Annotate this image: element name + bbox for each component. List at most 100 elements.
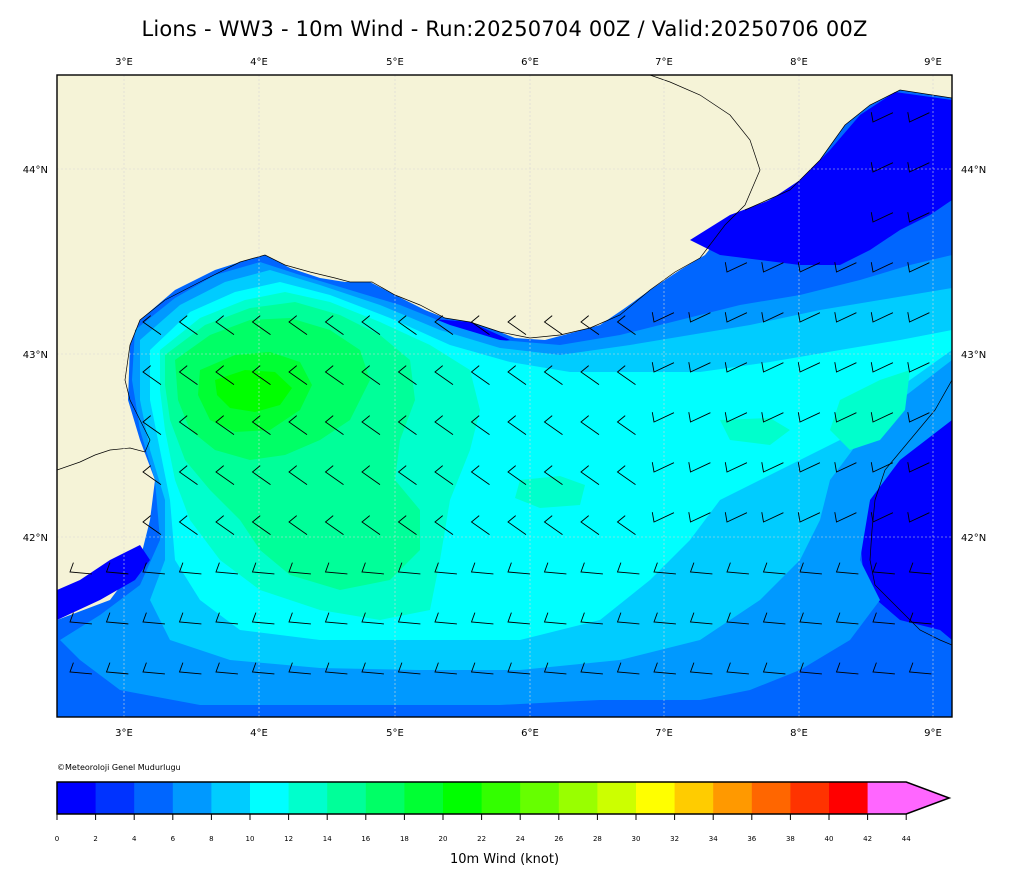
- wind-barb: [761, 262, 784, 273]
- wind-barb: [142, 515, 162, 535]
- colorbar-segment: [211, 782, 251, 814]
- wind-barb: [724, 412, 748, 423]
- wind-barb: [215, 612, 238, 625]
- coastline-france: [57, 75, 761, 471]
- wind-barb: [178, 465, 198, 485]
- wind-barb: [907, 462, 930, 473]
- map-area: [57, 75, 952, 717]
- wind-barb: [142, 415, 162, 435]
- wind-barb: [251, 515, 271, 535]
- wind-barb: [651, 512, 675, 523]
- wind-barb: [835, 562, 859, 575]
- wind-barb: [361, 365, 381, 385]
- colorbar-tick-label: 2: [93, 835, 97, 843]
- wind-barb: [142, 365, 162, 385]
- lon-labels-bottom: 3°E 4°E 5°E 6°E 7°E 8°E 9°E: [115, 728, 942, 739]
- wind-barb: [872, 612, 895, 625]
- wind-barb: [215, 415, 235, 435]
- lon-labels-top: 3°E 4°E 5°E 6°E 7°E 8°E 9°E: [115, 57, 942, 68]
- colorbar-tick-label: 18: [400, 835, 409, 843]
- wind-barb: [834, 312, 857, 323]
- wind-barb: [470, 465, 490, 485]
- colorbar-segment: [481, 782, 521, 814]
- wind-barb: [797, 362, 821, 373]
- wind-barb: [870, 462, 894, 473]
- wind-barb: [580, 515, 600, 535]
- wind-barb: [324, 562, 348, 575]
- wind-barb: [324, 515, 344, 535]
- wind-barb: [726, 662, 749, 675]
- wind-barb: [397, 662, 421, 675]
- wind-barb: [724, 312, 748, 323]
- lat-label-right: 43°N: [961, 350, 986, 361]
- wind-barb: [288, 415, 308, 435]
- wind-barb: [834, 512, 857, 523]
- wind-barb: [178, 662, 202, 675]
- wind-barb: [507, 315, 527, 335]
- wind-barb: [724, 262, 748, 273]
- colorbar-tick-label: 38: [786, 835, 795, 843]
- colorbar-tick-label: 8: [209, 835, 213, 843]
- wind-barb: [799, 562, 822, 575]
- colorbar-tick-label: 16: [361, 835, 370, 843]
- wind-barb: [434, 315, 454, 335]
- colorbar-tick-label: 44: [902, 835, 911, 843]
- wind-barb: [178, 415, 198, 435]
- colorbar-tick-label: 24: [516, 835, 525, 843]
- colorbar: [56, 781, 952, 815]
- wind-barb: [251, 662, 275, 675]
- wind-barb: [761, 512, 784, 523]
- colorbar-segment: [636, 782, 676, 814]
- colorbar-segment: [674, 782, 714, 814]
- wind-barb: [688, 462, 711, 473]
- colorbar-segment: [172, 782, 212, 814]
- colorbar-tick-label: 12: [284, 835, 293, 843]
- wind-barb: [907, 162, 930, 173]
- sea-patch-east: [830, 370, 910, 450]
- wind-barb: [797, 512, 821, 523]
- wind-barb: [689, 562, 713, 575]
- colorbar-segment: [713, 782, 753, 814]
- sea-band-00ff00: [215, 370, 292, 412]
- colorbar-outline: [56, 781, 952, 815]
- wind-barb: [324, 415, 344, 435]
- wind-barb: [215, 662, 238, 675]
- wind-barb: [580, 612, 603, 625]
- colorbar-tick-label: 42: [863, 835, 872, 843]
- wind-barb: [870, 512, 894, 523]
- wind-barb: [543, 562, 567, 575]
- lon-label-bottom: 6°E: [521, 728, 539, 739]
- wind-barb: [215, 365, 235, 385]
- wind-barb: [834, 362, 857, 373]
- wind-barb: [178, 365, 198, 385]
- wind-barb: [616, 315, 636, 335]
- lon-label-bottom: 4°E: [250, 728, 268, 739]
- wind-barb: [835, 662, 859, 675]
- map-frame: [56, 74, 953, 718]
- wind-barb: [616, 515, 636, 535]
- colorbar-segment: [597, 782, 637, 814]
- wind-barb: [724, 462, 748, 473]
- wind-barb: [142, 612, 165, 625]
- wind-barb: [105, 612, 129, 625]
- wind-barb: [178, 562, 202, 575]
- wind-barb: [470, 365, 490, 385]
- wind-barb: [397, 515, 417, 535]
- lon-label-bottom: 8°E: [790, 728, 808, 739]
- wind-barb: [870, 362, 894, 373]
- wind-barb: [251, 365, 271, 385]
- colorbar-segment: [57, 782, 97, 814]
- lon-label-top: 3°E: [115, 57, 133, 68]
- colorbar-segment: [443, 782, 483, 814]
- wind-barb: [651, 412, 675, 423]
- wind-barb: [434, 612, 457, 625]
- sea-shade-corsica: [860, 380, 952, 640]
- colorbar-tick-label: 4: [132, 835, 137, 843]
- wind-barb: [288, 365, 308, 385]
- wind-barb: [397, 612, 421, 625]
- wind-barb: [797, 262, 821, 273]
- wind-barb: [397, 365, 417, 385]
- wind-barb: [761, 462, 784, 473]
- wind-barb: [543, 465, 563, 485]
